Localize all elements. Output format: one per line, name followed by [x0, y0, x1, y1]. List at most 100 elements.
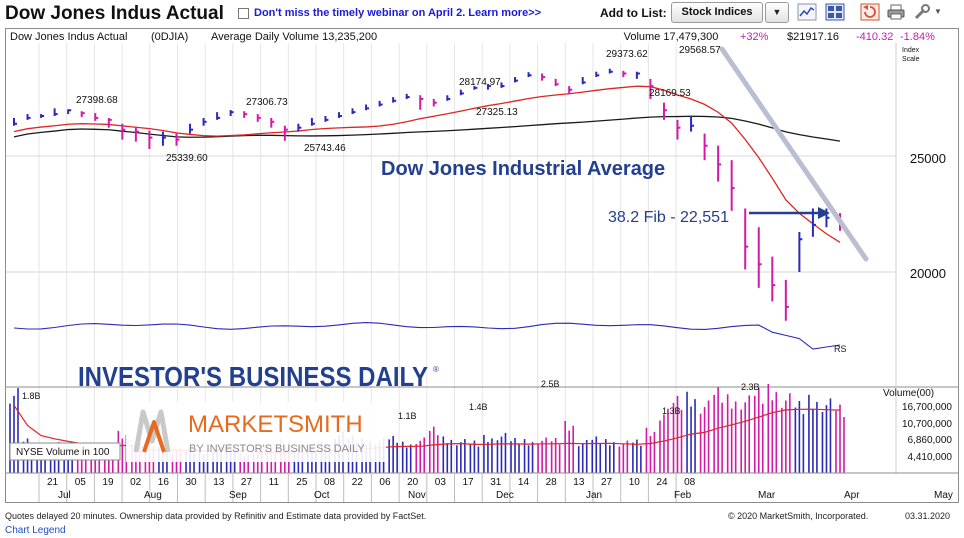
top-toolbar: Dow Jones Indus Actual Don't miss the ti…: [0, 0, 964, 27]
price-bar: [216, 112, 221, 120]
volume-bar: [618, 440, 629, 474]
volume-bar: [794, 400, 805, 474]
chart-frame: Dow Jones Indus Actual (0DJIA) Average D…: [5, 28, 959, 503]
price-bar: [378, 100, 383, 107]
date-tick-label: 13: [213, 477, 225, 488]
marketsmith-mark-icon: [133, 409, 171, 453]
downtrend-line: [719, 46, 869, 262]
volume-bar: [726, 394, 737, 474]
price-bar: [717, 145, 722, 182]
price-label: 25743.46: [304, 143, 346, 154]
price-bar: [703, 133, 708, 161]
price-bar: [500, 82, 505, 88]
date-tick-label: 31: [490, 477, 502, 488]
price-bar: [229, 110, 234, 116]
scale-label-scale: Scale: [902, 56, 920, 63]
volume-bar: [591, 436, 602, 474]
volume-bar: [469, 440, 480, 474]
registered-mark: ®: [433, 365, 439, 374]
price-bar: [784, 279, 789, 321]
webinar-link[interactable]: Don't miss the timely webinar on April 2…: [254, 7, 542, 19]
volume-bar: [523, 439, 534, 474]
settings-chevron-icon[interactable]: ▼: [934, 7, 942, 16]
month-label: Apr: [844, 490, 860, 501]
date-tick-label: 02: [130, 477, 142, 488]
price-bar: [134, 127, 139, 142]
volume-bar: [659, 408, 669, 474]
price-labels: 27398.68 25339.60 27306.73 25743.46 28174.97…: [76, 45, 721, 164]
rs-label: RS: [834, 344, 847, 354]
month-label: Mar: [758, 490, 776, 501]
volume-bar: [388, 435, 398, 474]
price-tick-25000: 25000: [910, 151, 946, 166]
volume-axis-title: Volume(00): [883, 388, 934, 399]
month-label: Jan: [586, 490, 602, 501]
chart-legend-link[interactable]: Chart Legend: [5, 525, 66, 536]
price-volume-chart: Dow Jones Indus Actual (0DJIA) Average D…: [6, 29, 958, 502]
price-label: 28169.53: [649, 88, 691, 99]
footer-date: 03.31.2020: [905, 511, 951, 521]
date-tick-label: 27: [241, 477, 253, 488]
info-volume: Volume 17,479,300: [624, 31, 719, 43]
volume-bar: [605, 439, 615, 474]
chevron-down-icon[interactable]: ▼: [765, 2, 789, 23]
volume-tick-1: 16,700,000: [902, 402, 952, 413]
add-to-list-label: Add to List:: [600, 6, 667, 20]
marketsmith-subtitle: BY INVESTOR'S BUSINESS DAILY: [189, 443, 365, 455]
fib-annotation: 38.2 Fib - 22,551: [608, 209, 729, 226]
price-label: 25339.60: [166, 153, 208, 164]
price-bar: [459, 89, 464, 96]
price-bar: [324, 115, 329, 122]
price-label: 27325.13: [476, 107, 518, 118]
date-tick-label: 13: [573, 477, 585, 488]
marketsmith-wordmark: MARKETSMITH: [188, 411, 363, 438]
date-tick-label: 03: [435, 477, 447, 488]
price-bar: [446, 95, 451, 101]
volume-bar: [821, 398, 832, 474]
price-bar: [53, 108, 58, 116]
volume-bar: [456, 439, 466, 474]
volume-bar: [632, 439, 642, 474]
price-bar: [690, 115, 695, 132]
line-chart-icon[interactable]: [797, 3, 817, 21]
nyse-volume-label: NYSE Volume in 100: [16, 447, 110, 458]
volume-tick-2: 10,700,000: [902, 419, 952, 430]
date-tick-label: 27: [601, 477, 613, 488]
price-bar: [676, 119, 681, 140]
ma50-line: [13, 85, 841, 243]
promo-checkbox[interactable]: [238, 8, 249, 19]
scale-label-index: Index: [902, 47, 920, 54]
volume-peak-label: 1.8B: [22, 391, 41, 401]
info-price: $21917.16: [787, 31, 839, 43]
price-bar: [256, 114, 261, 122]
undo-chart-icon[interactable]: [860, 3, 880, 21]
price-bar: [270, 117, 275, 128]
date-tick-label: 06: [379, 477, 391, 488]
info-change: -410.32: [856, 31, 893, 43]
trendline-group: [719, 46, 869, 262]
price-label: 28174.97: [459, 77, 501, 88]
price-bar: [337, 112, 342, 118]
price-bars: [13, 68, 843, 321]
price-label: 29373.62: [606, 49, 648, 60]
price-bar: [175, 133, 180, 146]
price-bar: [514, 77, 519, 83]
price-bar: [13, 117, 17, 126]
grid-icon[interactable]: [825, 3, 845, 21]
price-bar: [473, 86, 478, 90]
info-name: Dow Jones Indus Actual: [10, 31, 127, 43]
price-bar: [568, 86, 573, 94]
print-icon[interactable]: [886, 3, 906, 21]
rs-line-group: [13, 322, 841, 350]
price-tick-20000: 20000: [910, 266, 946, 281]
price-bar: [622, 70, 627, 78]
ma200-line: [13, 115, 841, 142]
list-select[interactable]: Stock Indices: [671, 2, 763, 23]
price-bar: [310, 117, 315, 126]
settings-icon[interactable]: [912, 3, 932, 21]
volume-tick-3: 6,860,000: [908, 435, 953, 446]
month-label: Sep: [229, 490, 247, 501]
price-bar: [730, 160, 735, 211]
price-bar: [283, 125, 288, 141]
date-tick-label: 10: [629, 477, 641, 488]
